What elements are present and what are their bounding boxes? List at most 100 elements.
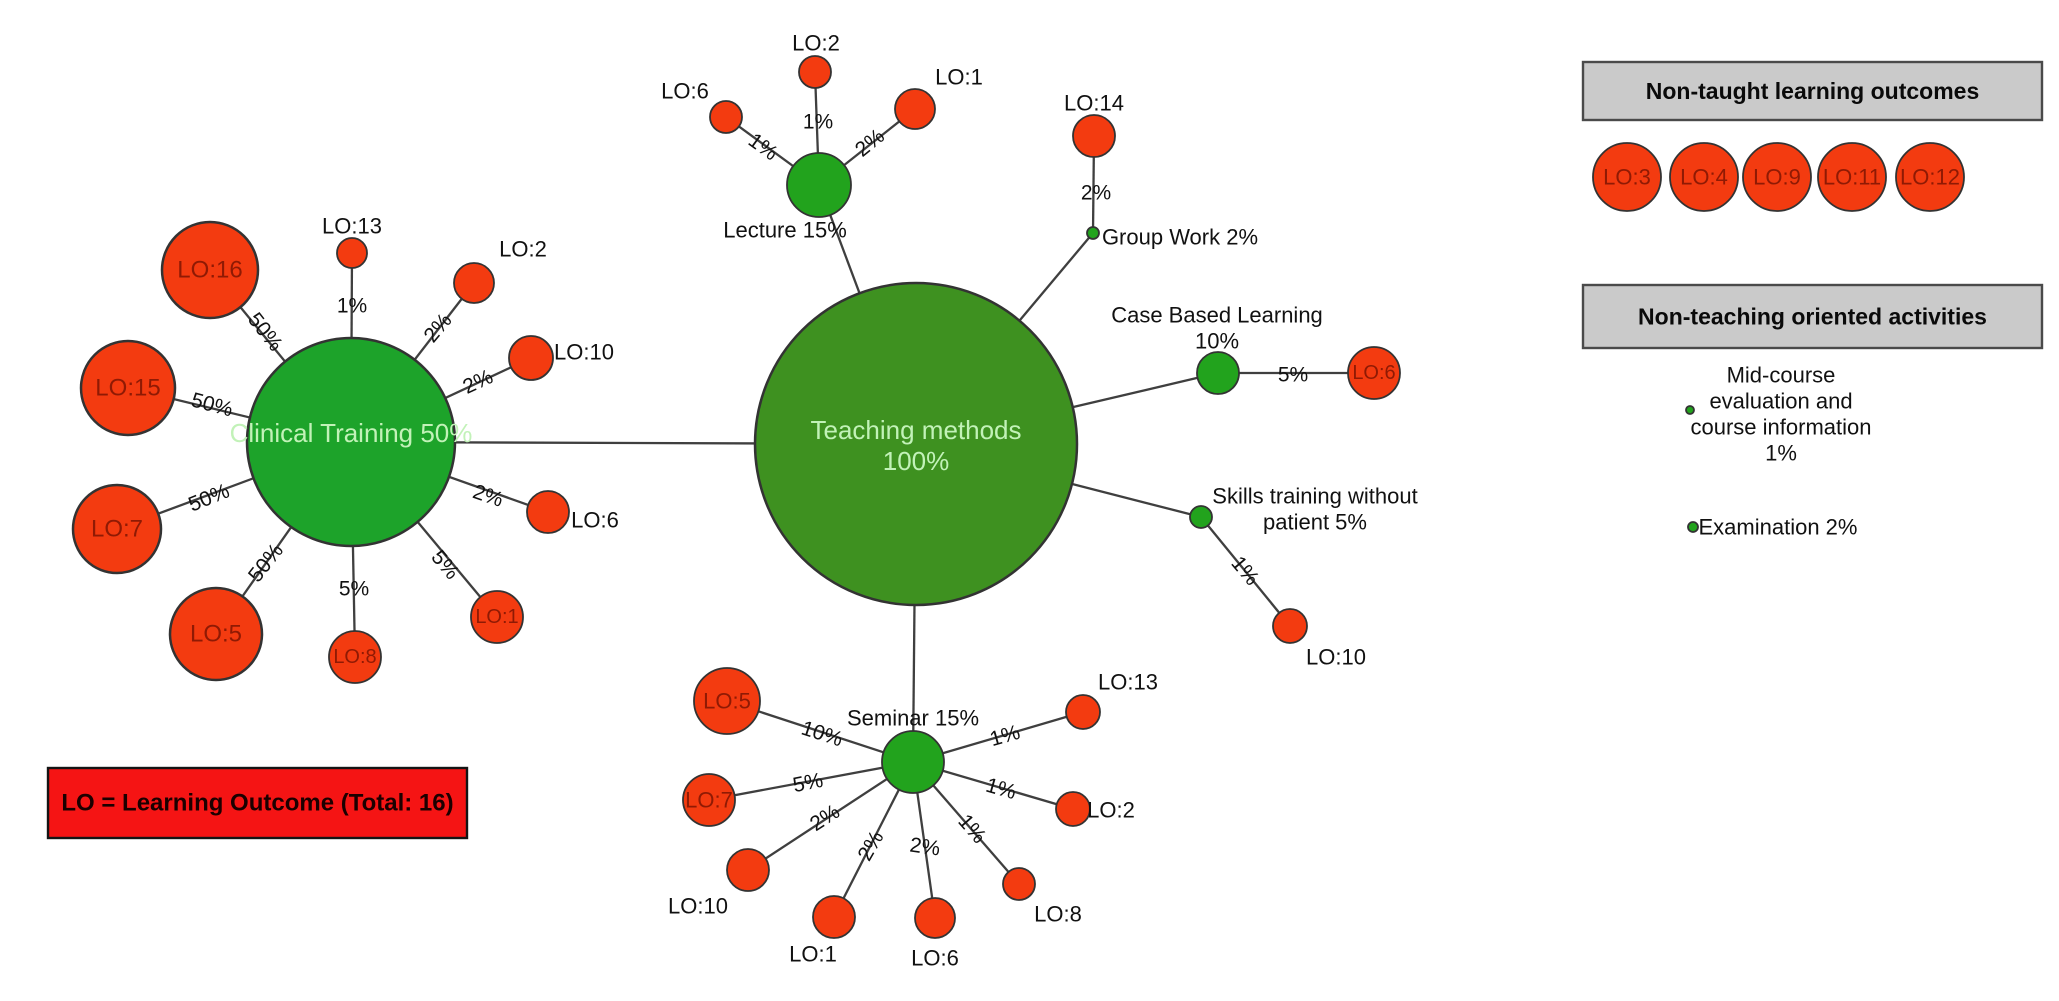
edge-label-seminar-lo7s: 5% bbox=[791, 769, 825, 797]
node-label-lo8s: LO:8 bbox=[1034, 902, 1082, 927]
edge-label-seminar-lo5s: 10% bbox=[798, 717, 845, 752]
node-label-bullet-mid: Mid-course bbox=[1727, 363, 1836, 388]
edge-seminar-lo10se bbox=[747, 761, 914, 871]
node-label-lo13c: LO:13 bbox=[322, 214, 382, 239]
node-label-gw: Group Work 2% bbox=[1102, 225, 1258, 250]
edge-label-seminar-lo13s: 1% bbox=[987, 721, 1023, 751]
node-lo1c bbox=[470, 590, 524, 644]
edge-label-seminar-lo6s: 2% bbox=[908, 833, 941, 860]
node-clinical bbox=[245, 336, 457, 548]
node-label-lo2l: LO:2 bbox=[792, 31, 840, 56]
node-label-lo1l: LO:1 bbox=[935, 65, 983, 90]
node-label-lo3: LO:3 bbox=[1603, 165, 1651, 190]
edge-label-clinical-lo15c: 50% bbox=[189, 388, 236, 421]
node-label-lecture: Lecture 15% bbox=[723, 218, 847, 243]
node-label-skills: patient 5% bbox=[1263, 510, 1367, 535]
node-lo6cb bbox=[1347, 346, 1401, 400]
node-label-lo2s: LO:2 bbox=[1087, 798, 1135, 823]
node-label-lo8c: LO:8 bbox=[333, 646, 376, 668]
node-lo6c bbox=[526, 490, 570, 534]
node-label-teaching: Teaching methods bbox=[810, 415, 1021, 445]
node-label-lo10c: LO:10 bbox=[554, 340, 614, 365]
node-lo8s bbox=[1002, 867, 1036, 901]
node-label-teaching: 100% bbox=[883, 446, 950, 476]
node-lo1l bbox=[894, 88, 936, 130]
node-lo16c bbox=[160, 220, 260, 320]
node-lo2c bbox=[453, 262, 495, 304]
node-label-lo7c: LO:7 bbox=[91, 516, 143, 543]
node-lo8c bbox=[328, 630, 382, 684]
edge-label-clinical-lo7c: 50% bbox=[185, 479, 233, 516]
edge-label-cbl-lo6cb: 5% bbox=[1278, 364, 1308, 387]
node-label-lo5c: LO:5 bbox=[190, 621, 242, 648]
node-teaching bbox=[753, 281, 1079, 607]
node-label-bullet-mid: course information bbox=[1691, 415, 1872, 440]
node-label-lo13s: LO:13 bbox=[1098, 670, 1158, 695]
edge-label-clinical-lo2c: 2% bbox=[419, 309, 456, 347]
node-skills bbox=[1189, 505, 1213, 529]
node-lo1s bbox=[812, 895, 856, 939]
node-lo12 bbox=[1895, 142, 1965, 212]
edge-label-clinical-lo8c: 5% bbox=[339, 578, 369, 601]
node-label-lo6s: LO:6 bbox=[911, 946, 959, 971]
node-lo10c bbox=[508, 335, 554, 381]
node-label-lo6cb: LO:6 bbox=[1352, 362, 1395, 384]
node-bullet-mid bbox=[1685, 405, 1695, 415]
node-label-lo10se: LO:10 bbox=[668, 894, 728, 919]
edge-label-lecture-lo2l: 1% bbox=[803, 111, 833, 134]
node-label-lo2c: LO:2 bbox=[499, 237, 547, 262]
node-lo11 bbox=[1817, 142, 1887, 212]
node-lo7s bbox=[682, 773, 736, 827]
node-label-clinical: Clinical Training 50% bbox=[230, 418, 473, 448]
edge-label-seminar-lo1s: 2% bbox=[853, 827, 888, 865]
node-label-cbl: Case Based Learning bbox=[1111, 303, 1323, 328]
node-lo6s bbox=[914, 897, 956, 939]
node-lo4 bbox=[1669, 142, 1739, 212]
node-lo10se bbox=[726, 848, 770, 892]
node-lo5c bbox=[168, 586, 264, 682]
node-label-lo7s: LO:7 bbox=[685, 788, 733, 813]
edge-label-clinical-lo16c: 50% bbox=[243, 308, 287, 355]
node-lo15c bbox=[79, 339, 177, 437]
node-lo13c bbox=[336, 237, 368, 269]
edge-label-skills-lo10sk: 1% bbox=[1226, 552, 1263, 590]
node-lo3 bbox=[1592, 142, 1662, 212]
node-lo2l bbox=[798, 55, 832, 89]
box-non-taught-header bbox=[1581, 60, 2044, 122]
node-lo6l bbox=[709, 100, 743, 134]
node-label-lo14: LO:14 bbox=[1064, 91, 1124, 116]
node-lo2s bbox=[1055, 791, 1091, 827]
node-lo9 bbox=[1742, 142, 1812, 212]
edge-label-clinical-lo5c: 50% bbox=[244, 539, 288, 586]
node-lo7c bbox=[71, 483, 163, 575]
box-label-lo-key: LO = Learning Outcome (Total: 16) bbox=[61, 790, 453, 817]
edge-label-gw-lo14: 2% bbox=[1081, 182, 1111, 205]
edge-label-clinical-lo10c: 2% bbox=[459, 365, 496, 399]
node-lo13s bbox=[1065, 694, 1101, 730]
node-label-lo1s: LO:1 bbox=[789, 942, 837, 967]
node-label-lo1c: LO:1 bbox=[475, 606, 518, 628]
node-cbl bbox=[1196, 351, 1240, 395]
box-lo-key bbox=[46, 766, 469, 840]
node-lo10sk bbox=[1272, 608, 1308, 644]
node-label-lo15c: LO:15 bbox=[95, 375, 160, 402]
node-seminar bbox=[881, 730, 945, 794]
box-label-non-teaching-header: Non-teaching oriented activities bbox=[1638, 304, 1987, 330]
node-gw bbox=[1086, 226, 1100, 240]
node-label-bullet-mid: 1% bbox=[1765, 441, 1797, 466]
edge-skills-lo10sk bbox=[1200, 516, 1291, 627]
node-label-lo6l: LO:6 bbox=[661, 79, 709, 104]
node-label-lo11: LO:11 bbox=[1823, 165, 1881, 190]
node-label-lo4: LO:4 bbox=[1680, 165, 1728, 190]
node-label-seminar: Seminar 15% bbox=[847, 706, 979, 731]
edge-seminar-lo7s bbox=[708, 760, 914, 802]
node-lo5s bbox=[693, 667, 761, 735]
node-bullet-exam bbox=[1687, 521, 1699, 533]
node-label-lo6c: LO:6 bbox=[571, 508, 619, 533]
edge-label-clinical-lo6c: 2% bbox=[470, 480, 506, 512]
node-label-lo9: LO:9 bbox=[1753, 165, 1801, 190]
edge-label-seminar-lo10se: 2% bbox=[806, 800, 844, 836]
box-non-teaching-header bbox=[1581, 283, 2044, 350]
node-label-lo12: LO:12 bbox=[1900, 165, 1960, 190]
